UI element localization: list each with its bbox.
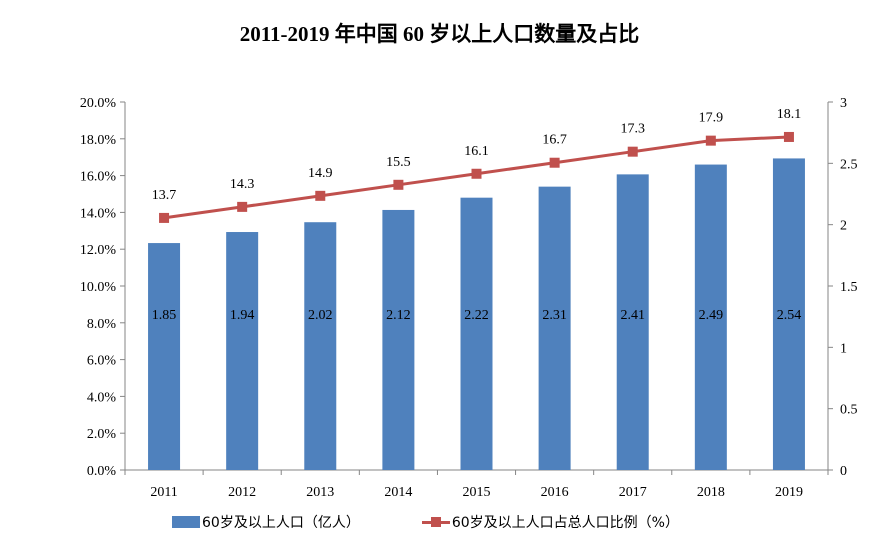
legend-item-bar: 60岁及以上人口（亿人） [172,512,360,532]
line-data-label: 14.9 [308,166,333,181]
right-tick-label: 0 [840,464,847,479]
legend-bar-swatch [172,516,200,528]
legend-label: 60岁及以上人口（亿人） [202,515,360,531]
right-tick-label: 3 [840,96,847,111]
left-tick-label: 14.0% [80,206,117,221]
x-tick-label: 2011 [150,485,177,500]
line-marker [783,131,794,142]
bar [460,197,493,470]
line-marker [159,212,170,223]
left-tick-label: 20.0% [80,96,117,111]
bar [382,209,415,471]
x-tick-label: 2016 [541,485,569,500]
line-marker [315,190,326,201]
bar [538,186,571,470]
bar [694,164,727,470]
x-tick-label: 2018 [697,485,725,500]
legend-label: 60岁及以上人口占总人口比例（%） [451,515,679,531]
line-data-label: 17.9 [699,111,724,126]
right-tick-label: 1.5 [840,280,858,295]
line-marker [237,201,248,212]
right-tick-label: 2 [840,219,847,234]
legend-item-line: 60岁及以上人口占总人口比例（%） [421,512,679,532]
line-data-label: 16.1 [464,144,489,159]
right-tick-label: 2.5 [840,157,858,172]
line-data-label: 17.3 [620,122,645,137]
line-data-label: 18.1 [777,107,802,122]
bar-data-label: 2.22 [464,308,489,323]
line-data-label: 16.7 [542,133,567,148]
x-tick-label: 2015 [463,485,491,500]
chart-title: 2011-2019 年中国 60 岁以上人口数量及占比 [239,22,640,46]
line-marker [393,179,404,190]
bar [616,174,649,470]
bar [772,158,805,470]
x-tick-label: 2013 [306,485,334,500]
left-tick-label: 16.0% [80,170,117,185]
bar-data-label: 2.31 [542,308,567,323]
line-marker [627,146,638,157]
left-tick-label: 8.0% [87,317,117,332]
x-tick-label: 2014 [384,485,412,500]
bar-data-label: 1.85 [152,308,177,323]
legend-line-swatch [421,516,450,528]
left-tick-label: 10.0% [80,280,117,295]
left-tick-label: 6.0% [87,354,117,369]
line-data-label: 13.7 [152,188,177,203]
line-marker [471,168,482,179]
line-data-label: 15.5 [386,155,411,170]
right-tick-label: 1 [840,341,847,356]
left-tick-label: 4.0% [87,390,117,405]
line-marker [705,135,716,146]
bar-data-label: 2.02 [308,308,333,323]
bar [226,232,259,470]
line-marker [549,157,560,168]
left-tick-label: 0.0% [87,464,117,479]
bar-data-label: 2.54 [777,308,802,323]
left-tick-label: 12.0% [80,243,117,258]
x-tick-label: 2019 [775,485,803,500]
left-tick-label: 18.0% [80,133,117,148]
bar-data-label: 2.41 [620,308,645,323]
right-tick-label: 0.5 [840,403,858,418]
bar [148,243,181,470]
legend: 60岁及以上人口（亿人） 60岁及以上人口占总人口比例（%） [172,512,741,532]
bar [304,222,337,470]
left-tick-label: 2.0% [87,427,117,442]
line-data-label: 14.3 [230,177,255,192]
x-tick-label: 2012 [228,485,256,500]
bar-data-label: 2.12 [386,308,411,323]
bar-data-label: 1.94 [230,308,255,323]
bar-data-label: 2.49 [699,308,724,323]
x-tick-label: 2017 [619,485,647,500]
